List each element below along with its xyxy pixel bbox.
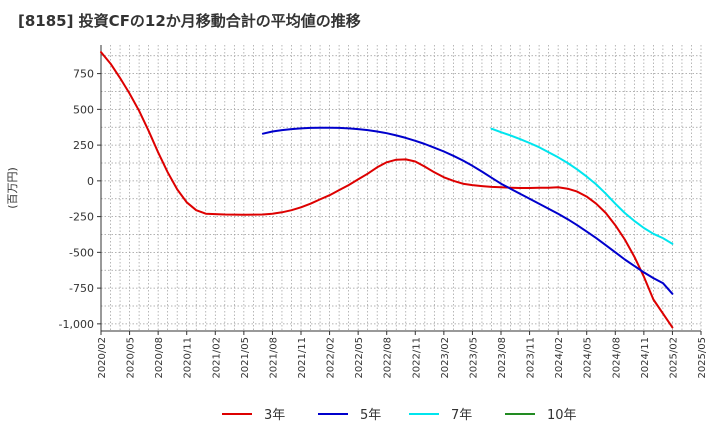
x-tick-label: 2021/02 xyxy=(211,337,222,379)
x-tick-label: 2025/05 xyxy=(697,337,708,379)
x-tick-label: 2024/11 xyxy=(640,337,651,379)
x-tick-label: 2020/05 xyxy=(126,337,137,379)
x-tick-label: 2022/11 xyxy=(411,337,422,379)
y-tick-label: 750 xyxy=(73,68,94,81)
y-tick-label: -1,000 xyxy=(59,318,94,331)
legend-label-3: 10年 xyxy=(547,408,577,423)
y-tick-label: -750 xyxy=(69,282,94,295)
chart-title: [8185] 投資CFの12か月移動合計の平均値の推移 xyxy=(18,12,361,30)
x-tick-label: 2020/08 xyxy=(154,337,165,379)
legend-label-2: 7年 xyxy=(451,408,472,423)
x-tick-label: 2022/05 xyxy=(354,337,365,379)
y-tick-label: -500 xyxy=(69,246,94,259)
series-line-1 xyxy=(261,126,674,295)
x-tick-label: 2020/11 xyxy=(183,337,194,379)
x-tick-label: 2023/08 xyxy=(497,337,508,379)
x-tick-label: 2025/02 xyxy=(668,337,679,379)
series-line-0 xyxy=(100,51,674,329)
legend-label-0: 3年 xyxy=(264,408,285,423)
legend-label-1: 5年 xyxy=(360,408,381,423)
x-tick-label: 2022/08 xyxy=(383,337,394,379)
y-tick-label: 0 xyxy=(87,175,94,188)
y-tick-label: 500 xyxy=(73,103,94,116)
x-tick-label: 2022/02 xyxy=(326,337,337,379)
x-tick-label: 2024/02 xyxy=(554,337,565,379)
series-line-2 xyxy=(490,127,674,245)
x-tick-label: 2024/05 xyxy=(583,337,594,379)
x-tick-label: 2024/08 xyxy=(611,337,622,379)
x-tick-label: 2023/02 xyxy=(440,337,451,379)
x-tick-label: 2021/08 xyxy=(268,337,279,379)
plot-area xyxy=(101,45,701,331)
x-tick-label: 2021/05 xyxy=(240,337,251,379)
y-tick-label: -250 xyxy=(69,211,94,224)
x-tick-label: 2023/11 xyxy=(526,337,537,379)
x-tick-label: 2020/02 xyxy=(97,337,108,379)
y-tick-label: 250 xyxy=(73,139,94,152)
y-axis-label: (百万円) xyxy=(6,167,19,209)
x-tick-label: 2023/05 xyxy=(468,337,479,379)
x-tick-label: 2021/11 xyxy=(297,337,308,379)
